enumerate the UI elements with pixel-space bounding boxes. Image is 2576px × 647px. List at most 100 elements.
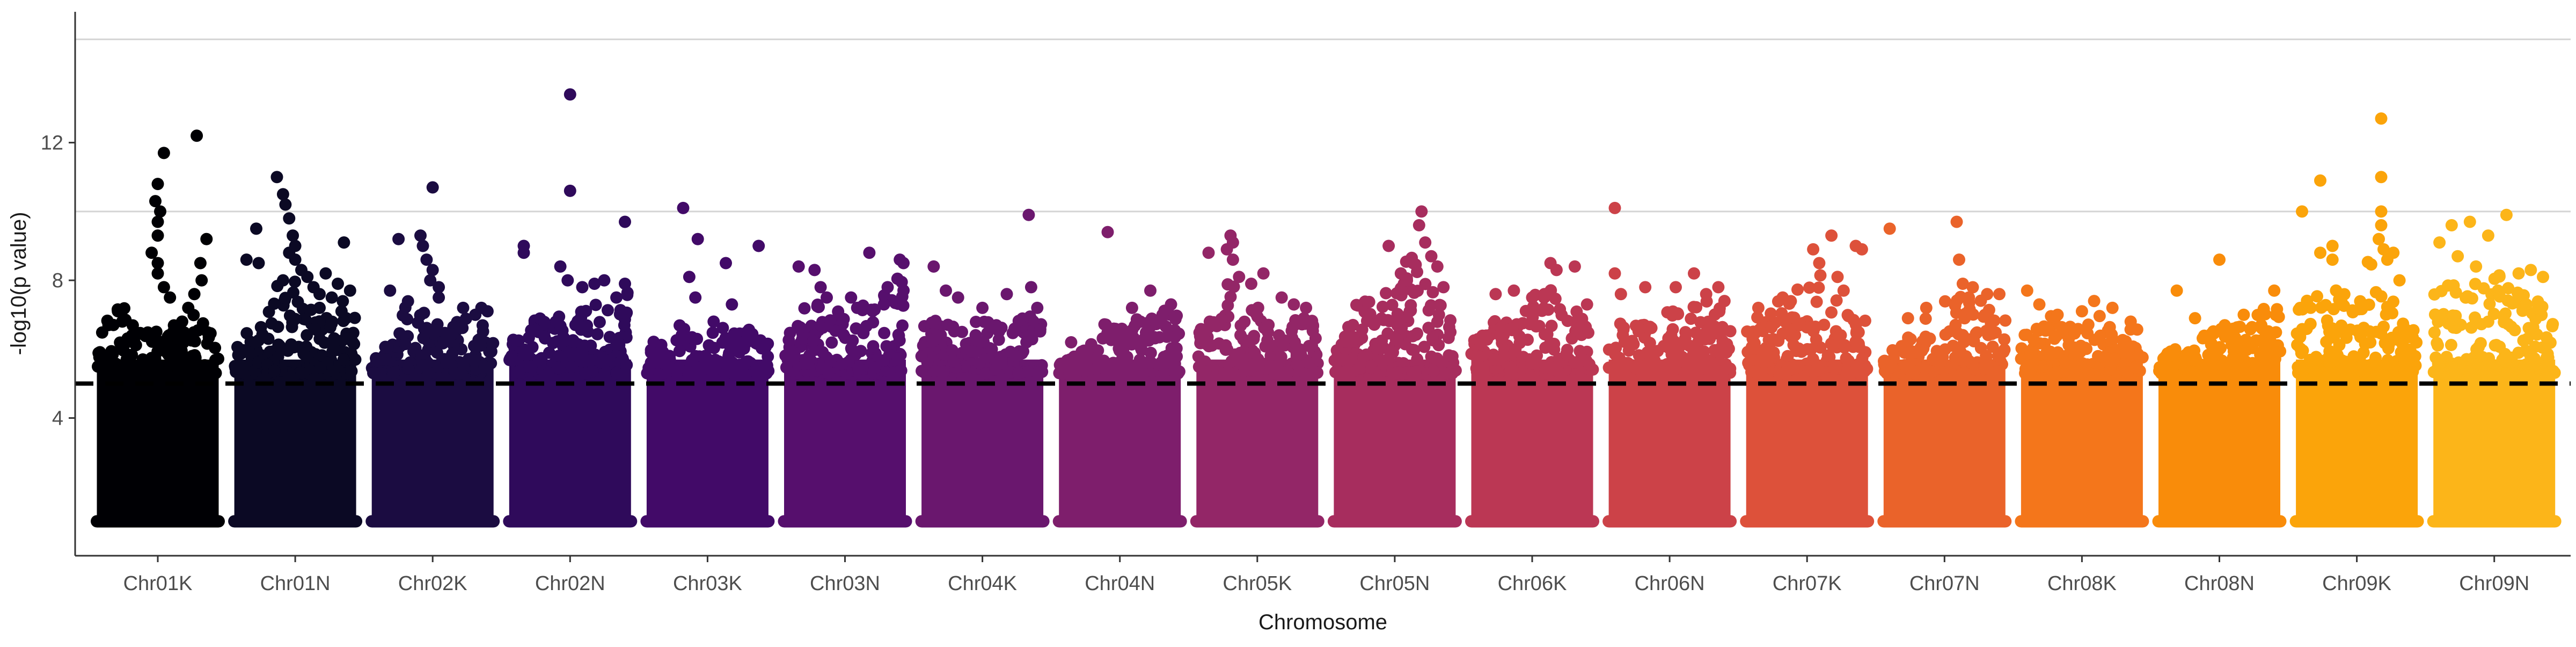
data-point xyxy=(2068,346,2081,359)
data-point xyxy=(1938,343,1951,356)
data-point xyxy=(1560,347,1573,360)
data-point xyxy=(601,354,613,367)
data-point xyxy=(815,362,828,375)
data-point xyxy=(2104,363,2117,376)
data-point xyxy=(2428,288,2441,301)
data-point-peak xyxy=(619,278,631,290)
data-point-peak xyxy=(1953,253,1965,266)
data-point-peak xyxy=(279,198,292,211)
data-point xyxy=(1752,367,1765,380)
data-point xyxy=(706,326,719,339)
data-point xyxy=(1666,366,1679,379)
series-body-Chr09K xyxy=(2296,359,2418,528)
data-point xyxy=(478,361,491,374)
data-point xyxy=(1229,348,1241,361)
data-point-peak xyxy=(2296,205,2308,218)
data-point xyxy=(2399,329,2412,342)
data-point xyxy=(2161,347,2174,360)
data-point xyxy=(151,345,164,358)
series-Chr04K xyxy=(915,208,1050,528)
data-point xyxy=(2465,321,2478,334)
series-body-Chr02K xyxy=(371,359,494,528)
data-point xyxy=(2082,318,2095,331)
data-point xyxy=(860,319,873,332)
data-point xyxy=(947,355,960,368)
x-tick-label-Chr07K: Chr07K xyxy=(1773,572,1842,595)
data-point-peak xyxy=(182,301,195,314)
data-point-peak xyxy=(1538,288,1551,301)
data-point xyxy=(2375,327,2388,340)
data-point-peak xyxy=(1950,215,1963,228)
data-point-peak xyxy=(752,239,765,252)
data-point-peak xyxy=(561,274,574,287)
series-Chr07N xyxy=(1877,215,2012,528)
data-point-peak xyxy=(301,271,314,283)
data-point xyxy=(309,323,321,335)
data-point xyxy=(2044,345,2057,358)
data-point xyxy=(2176,357,2189,369)
data-point-peak xyxy=(1700,288,1713,301)
data-point xyxy=(337,315,350,328)
data-point xyxy=(1353,362,1366,375)
data-point xyxy=(2460,291,2472,304)
data-point xyxy=(2027,333,2040,346)
series-Chr05N xyxy=(1327,205,1462,528)
data-point-peak xyxy=(289,253,302,266)
data-point xyxy=(2522,364,2535,377)
data-point xyxy=(1374,343,1387,355)
data-point xyxy=(2531,295,2544,308)
x-tick-label-Chr05K: Chr05K xyxy=(1223,572,1292,595)
data-point xyxy=(1637,358,1649,371)
data-point xyxy=(1529,320,1542,333)
data-point xyxy=(2403,360,2416,373)
data-point xyxy=(1791,283,1804,296)
data-point xyxy=(1203,315,1216,328)
data-point xyxy=(2219,319,2231,332)
data-point-peak xyxy=(335,305,348,318)
data-point xyxy=(2508,324,2521,337)
x-tick-label-Chr01N: Chr01N xyxy=(260,572,331,595)
data-point xyxy=(2477,282,2490,295)
data-point-peak xyxy=(151,178,164,191)
series-Chr01N xyxy=(228,171,363,528)
data-point xyxy=(2410,336,2423,349)
data-point xyxy=(1121,330,1133,343)
data-point-peak xyxy=(588,278,601,290)
data-point xyxy=(2188,344,2201,357)
data-point xyxy=(1795,345,1808,358)
data-point-peak xyxy=(927,260,940,273)
data-point xyxy=(1347,331,1360,344)
data-point-peak xyxy=(1156,308,1169,321)
data-point-peak xyxy=(1568,260,1581,273)
data-point xyxy=(1346,318,1359,331)
data-point xyxy=(1505,367,1518,380)
data-point xyxy=(2050,330,2063,343)
data-point xyxy=(2436,367,2449,380)
data-point-peak xyxy=(252,257,265,270)
series-base-Chr01K xyxy=(91,515,225,528)
data-point xyxy=(2387,365,2399,377)
data-point xyxy=(705,359,718,372)
data-point xyxy=(2382,342,2395,355)
data-point xyxy=(393,327,406,340)
data-point-peak xyxy=(2213,253,2226,266)
data-point xyxy=(1248,330,1261,343)
data-point-peak xyxy=(2445,219,2458,231)
data-point xyxy=(2541,366,2553,379)
data-point xyxy=(1525,357,1538,370)
data-point xyxy=(2369,351,2382,364)
data-point xyxy=(893,334,906,347)
data-point-peak xyxy=(426,264,439,277)
series-body-Chr06K xyxy=(1471,359,1593,528)
data-point xyxy=(825,336,838,349)
data-point xyxy=(538,316,551,329)
data-point xyxy=(717,356,730,369)
data-point xyxy=(1662,332,1675,345)
data-point xyxy=(1810,295,1823,308)
data-point xyxy=(1565,332,1578,345)
data-point xyxy=(947,321,960,333)
data-point-peak xyxy=(2314,174,2326,187)
data-point xyxy=(2395,346,2407,359)
data-point xyxy=(2502,282,2515,295)
